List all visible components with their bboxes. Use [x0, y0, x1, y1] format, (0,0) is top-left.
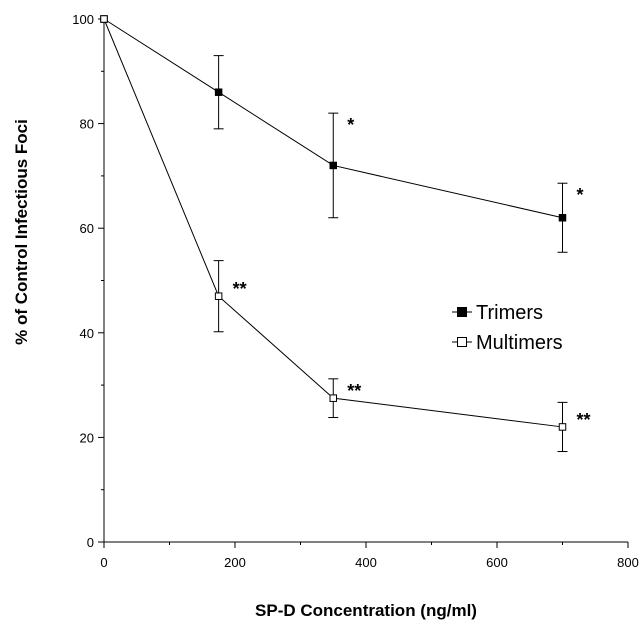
x-tick-label: 200 — [224, 555, 246, 570]
y-tick-label: 80 — [80, 117, 94, 132]
data-point — [214, 292, 223, 300]
legend-item-multimers: Multimers — [452, 332, 563, 354]
legend-marker — [457, 307, 467, 317]
series-multimers: ****** — [100, 15, 591, 453]
y-axis-title: % of Control Infectious Foci — [12, 119, 31, 345]
series-layer: ******** — [100, 15, 591, 453]
legend-label: Trimers — [476, 302, 543, 324]
legend-marker — [457, 337, 467, 347]
data-point — [329, 394, 337, 402]
x-tick-label: 0 — [100, 555, 107, 570]
x-tick-label: 600 — [486, 555, 508, 570]
significance-annotation: * — [347, 115, 354, 135]
data-point — [329, 161, 337, 170]
y-tick-label: 40 — [80, 326, 94, 341]
significance-annotation: ** — [347, 381, 361, 401]
series-line — [103, 18, 563, 219]
data-point — [558, 423, 567, 431]
series-line — [103, 18, 563, 428]
legend: Trimers Multimers — [452, 302, 563, 354]
x-axis-title: SP-D Concentration (ng/ml) — [255, 601, 477, 620]
y-tick-label: 100 — [72, 12, 94, 27]
data-point — [558, 213, 567, 222]
legend-item-trimers: Trimers — [452, 302, 543, 324]
data-point — [214, 88, 223, 96]
significance-annotation: * — [577, 185, 584, 205]
x-tick-label: 400 — [355, 555, 377, 570]
data-point — [100, 15, 108, 23]
y-tick-label: 0 — [87, 535, 94, 550]
axes: 0 20 40 60 80 100 0 200 400 600 800 — [72, 12, 639, 570]
legend-label: Multimers — [476, 332, 563, 354]
x-tick-label: 800 — [617, 555, 639, 570]
y-tick-label: 60 — [80, 221, 94, 236]
significance-annotation: ** — [577, 410, 591, 430]
series-trimers: ** — [100, 15, 584, 253]
y-tick-label: 20 — [80, 430, 94, 445]
significance-annotation: ** — [233, 279, 247, 299]
